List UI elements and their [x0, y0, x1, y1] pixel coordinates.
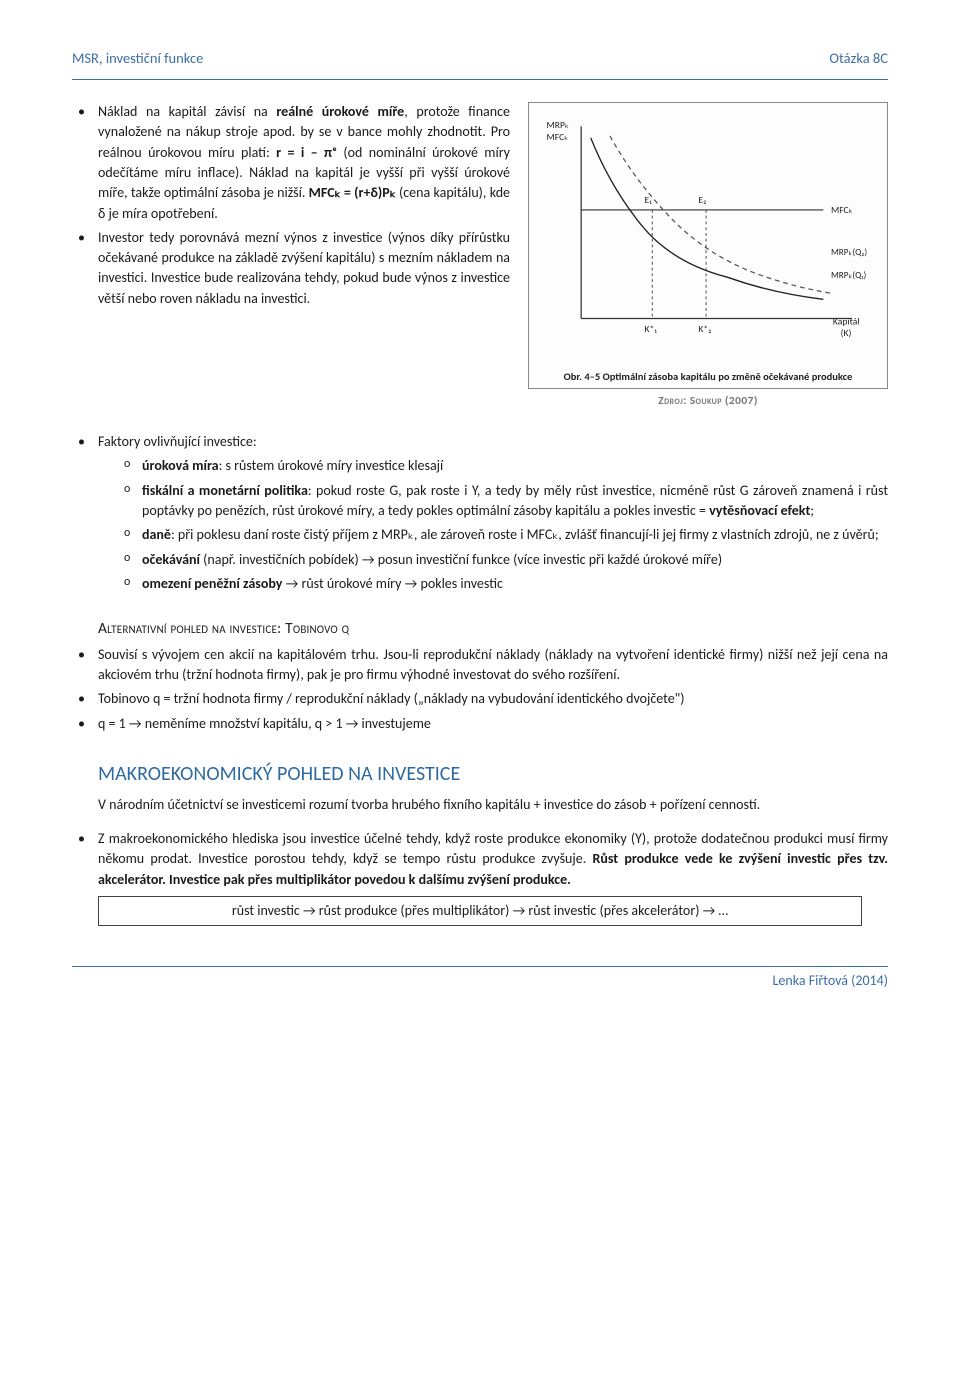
- factor-dane: daně: při poklesu daní roste čistý příje…: [98, 525, 888, 545]
- svg-text:K*₁: K*₁: [645, 323, 658, 335]
- left-text-column: Náklad na kapitál závisí na reálné úroko…: [72, 102, 510, 410]
- factor-ocekavani: očekávání (např. investičních pobídek) →…: [98, 550, 888, 570]
- figure-caption: Obr. 4–5 Optimální zásoba kapitálu po zm…: [535, 369, 881, 384]
- macro-bullet: Z makroekonomického hlediska jsou invest…: [72, 829, 888, 890]
- figure-column: MRPₖ MFCₖ MFCₖ MRPₖ(Q₁) MRPₖ(Q₂) E₁ K*₁ …: [528, 102, 888, 410]
- macro-list: Z makroekonomického hlediska jsou invest…: [72, 829, 888, 890]
- tobin-p2: Tobinovo q = tržní hodnota firmy / repro…: [72, 689, 888, 709]
- text-fragment: Faktory ovlivňující investice:: [98, 433, 257, 450]
- bullet-naklad: Náklad na kapitál závisí na reálné úroko…: [72, 102, 510, 224]
- text-fragment: → růst úrokové míry → pokles investic: [282, 575, 502, 592]
- factor-fiskalni: fiskální a monetární politika: pokud ros…: [98, 481, 888, 522]
- two-column-section: Náklad na kapitál závisí na reálné úroko…: [72, 102, 888, 410]
- bold-vytesnovaci: vytěsňovací efekt: [709, 502, 810, 519]
- factor-omezeni: omezení peněžní zásoby → růst úrokové mí…: [98, 574, 888, 594]
- text-fragment: : s růstem úrokové míry investice klesaj…: [219, 457, 444, 474]
- svg-text:Kapitál: Kapitál: [833, 315, 860, 327]
- macro-intro: V národním účetnictví se investicemi roz…: [98, 795, 888, 815]
- footer-rule: [72, 966, 888, 967]
- factor-urokova-mira: úroková míra: s růstem úrokové míry inve…: [98, 456, 888, 476]
- text-fragment: Náklad na kapitál závisí na: [98, 103, 276, 120]
- tobin-heading: Alternativní pohled na investice: Tobino…: [98, 618, 888, 640]
- cycle-box: růst investic → růst produkce (přes mult…: [98, 896, 862, 926]
- svg-text:K*₂: K*₂: [698, 323, 711, 335]
- bold-label: daně: [142, 526, 171, 543]
- bold-label: fiskální a monetární politika: [142, 482, 308, 499]
- tobin-p3: q = 1 → neměníme množství kapitálu, q > …: [72, 714, 888, 734]
- svg-text:MFCₖ: MFCₖ: [547, 131, 569, 143]
- svg-text:MRPₖ(Q₂): MRPₖ(Q₂): [831, 247, 867, 258]
- bold-formula-mfc: MFCₖ = (r+δ)Pₖ: [309, 184, 396, 201]
- svg-text:MFCₖ: MFCₖ: [831, 204, 853, 216]
- header-left: MSR, investiční funkce: [72, 48, 203, 69]
- svg-text:MRPₖ: MRPₖ: [547, 119, 570, 131]
- text-fragment: (např. investičních pobídek) → posun inv…: [200, 551, 722, 568]
- header-rule: [72, 79, 888, 80]
- text-fragment: : při poklesu daní roste čistý příjem z …: [171, 526, 879, 543]
- svg-text:E₂: E₂: [698, 194, 706, 206]
- page-header: MSR, investiční funkce Otázka 8C: [72, 48, 888, 69]
- header-right: Otázka 8C: [829, 48, 888, 69]
- footer-author: Lenka Fiřtová (2014): [72, 971, 888, 991]
- economics-chart: MRPₖ MFCₖ MFCₖ MRPₖ(Q₁) MRPₖ(Q₂) E₁ K*₁ …: [535, 109, 881, 359]
- bold-label: očekávání: [142, 551, 200, 568]
- tobin-list: Souvisí s vývojem cen akcií na kapitálov…: [72, 645, 888, 734]
- figure-source: Zdroj: Soukup (2007): [528, 393, 888, 410]
- factors-intro: Faktory ovlivňující investice: úroková m…: [72, 432, 888, 594]
- bullet-investor: Investor tedy porovnává mezní výnos z in…: [72, 228, 510, 309]
- bold-formula-r: r = i – πᵉ: [276, 144, 337, 161]
- macro-heading: MAKROEKONOMICKÝ POHLED NA INVESTICE: [98, 760, 888, 789]
- svg-text:(K): (K): [841, 327, 852, 339]
- bold-realne-urokove: reálné úrokové míře: [276, 103, 404, 120]
- text-fragment: ;: [810, 502, 814, 519]
- svg-text:MRPₖ(Q₁): MRPₖ(Q₁): [831, 270, 867, 281]
- bold-label: úroková míra: [142, 457, 219, 474]
- bold-label: omezení peněžní zásoby: [142, 575, 282, 592]
- page-footer: Lenka Fiřtová (2014): [72, 966, 888, 991]
- tobin-p1: Souvisí s vývojem cen akcií na kapitálov…: [72, 645, 888, 686]
- svg-text:E₁: E₁: [645, 194, 653, 206]
- factors-list: Faktory ovlivňující investice: úroková m…: [72, 432, 888, 594]
- figure-box: MRPₖ MFCₖ MFCₖ MRPₖ(Q₁) MRPₖ(Q₂) E₁ K*₁ …: [528, 102, 888, 389]
